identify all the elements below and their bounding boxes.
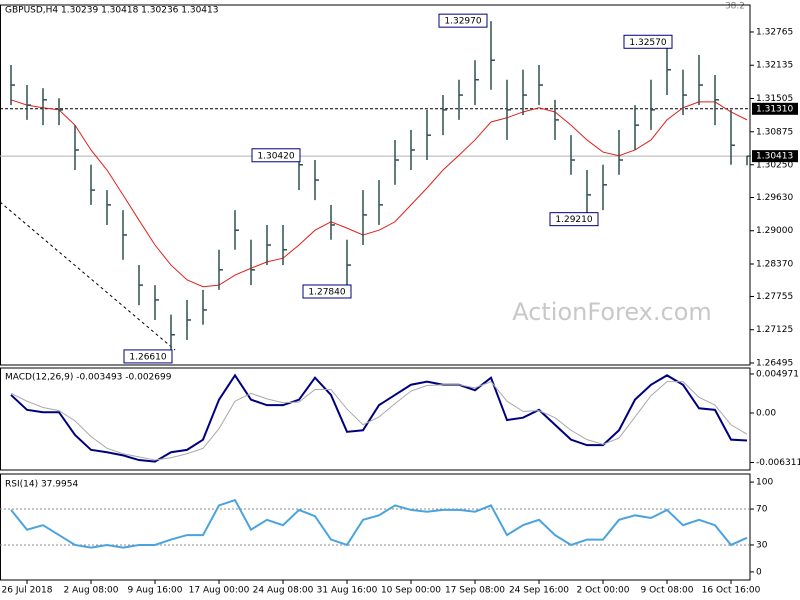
x-tick-label: 16 Oct 16:00 [702, 586, 761, 596]
y-tick-label: 0.00 [756, 408, 776, 418]
annotation-label: 1.29210 [555, 215, 592, 225]
annotation-label: 1.32570 [629, 38, 666, 48]
chart-title: GBPUSD,H4 1.30239 1.30418 1.30236 1.3041… [5, 6, 218, 16]
series-line [10, 381, 748, 461]
price-level-label: 1.30413 [756, 152, 793, 162]
annotation-label: 1.26610 [129, 352, 166, 362]
y-tick-label: 1.30250 [756, 160, 793, 170]
annotation-box [549, 212, 599, 227]
series-line [10, 373, 748, 463]
y-tick-label: 1.29630 [756, 193, 793, 203]
y-tick-label: 1.29000 [756, 226, 793, 236]
price-level-box [752, 150, 798, 163]
y-tick-label: 100 [756, 478, 773, 488]
x-tick-label: 24 Aug 08:00 [253, 586, 314, 596]
y-tick-label: 0.004971 [756, 370, 799, 380]
macd-title: MACD(12,26,9) -0.003493 -0.002699 [5, 373, 172, 383]
y-tick-label: 1.32135 [756, 61, 793, 71]
x-tick-label: 17 Sep 08:00 [445, 586, 505, 596]
y-tick-label: 1.27125 [756, 325, 793, 335]
rsi-title: RSI(14) 37.9954 [5, 480, 78, 490]
y-tick-label: 1.30875 [756, 127, 793, 137]
watermark: ActionForex.com [512, 298, 712, 326]
y-tick-label: 1.26495 [756, 358, 793, 368]
annotation-label: 1.27840 [308, 287, 345, 297]
y-tick-label: 1.27755 [756, 292, 793, 302]
series-line [10, 498, 748, 549]
annotation-box [123, 349, 173, 364]
y-tick-label: 30 [756, 540, 768, 550]
fib-label: 38.2 [725, 2, 745, 12]
x-tick-label: 9 Oct 08:00 [641, 586, 694, 596]
annotation-label: 1.32970 [444, 17, 481, 27]
panel-frame [0, 4, 751, 366]
x-tick-label: 31 Aug 16:00 [317, 586, 378, 596]
series-line [10, 99, 748, 288]
y-tick-label: 70 [756, 505, 768, 515]
price-level-label: 1.31310 [756, 104, 793, 114]
annotation-label: 1.30420 [257, 151, 294, 161]
annotation-box [302, 284, 352, 299]
x-tick-label: 2 Aug 08:00 [64, 586, 119, 596]
x-tick-label: 26 Jul 2018 [2, 586, 53, 596]
price-level-box [752, 102, 798, 115]
panel-frame [0, 367, 751, 471]
trend-line [0, 201, 176, 351]
x-tick-label: 17 Aug 00:00 [189, 586, 250, 596]
y-tick-label: 1.28370 [756, 260, 793, 270]
y-tick-label: 1.32765 [756, 27, 793, 37]
annotation-box [438, 13, 488, 28]
x-tick-label: 2 Oct 00:00 [577, 586, 630, 596]
panel-frame [0, 473, 751, 581]
y-tick-label: 0 [756, 567, 762, 577]
x-tick-label: 9 Aug 16:00 [128, 586, 183, 596]
annotation-box [623, 34, 673, 49]
x-tick-label: 24 Sep 16:00 [509, 586, 569, 596]
y-tick-label: -0.006311 [756, 458, 800, 468]
x-tick-label: 10 Sep 00:00 [381, 586, 441, 596]
annotation-box [251, 148, 301, 163]
y-tick-label: 1.31505 [756, 94, 793, 104]
